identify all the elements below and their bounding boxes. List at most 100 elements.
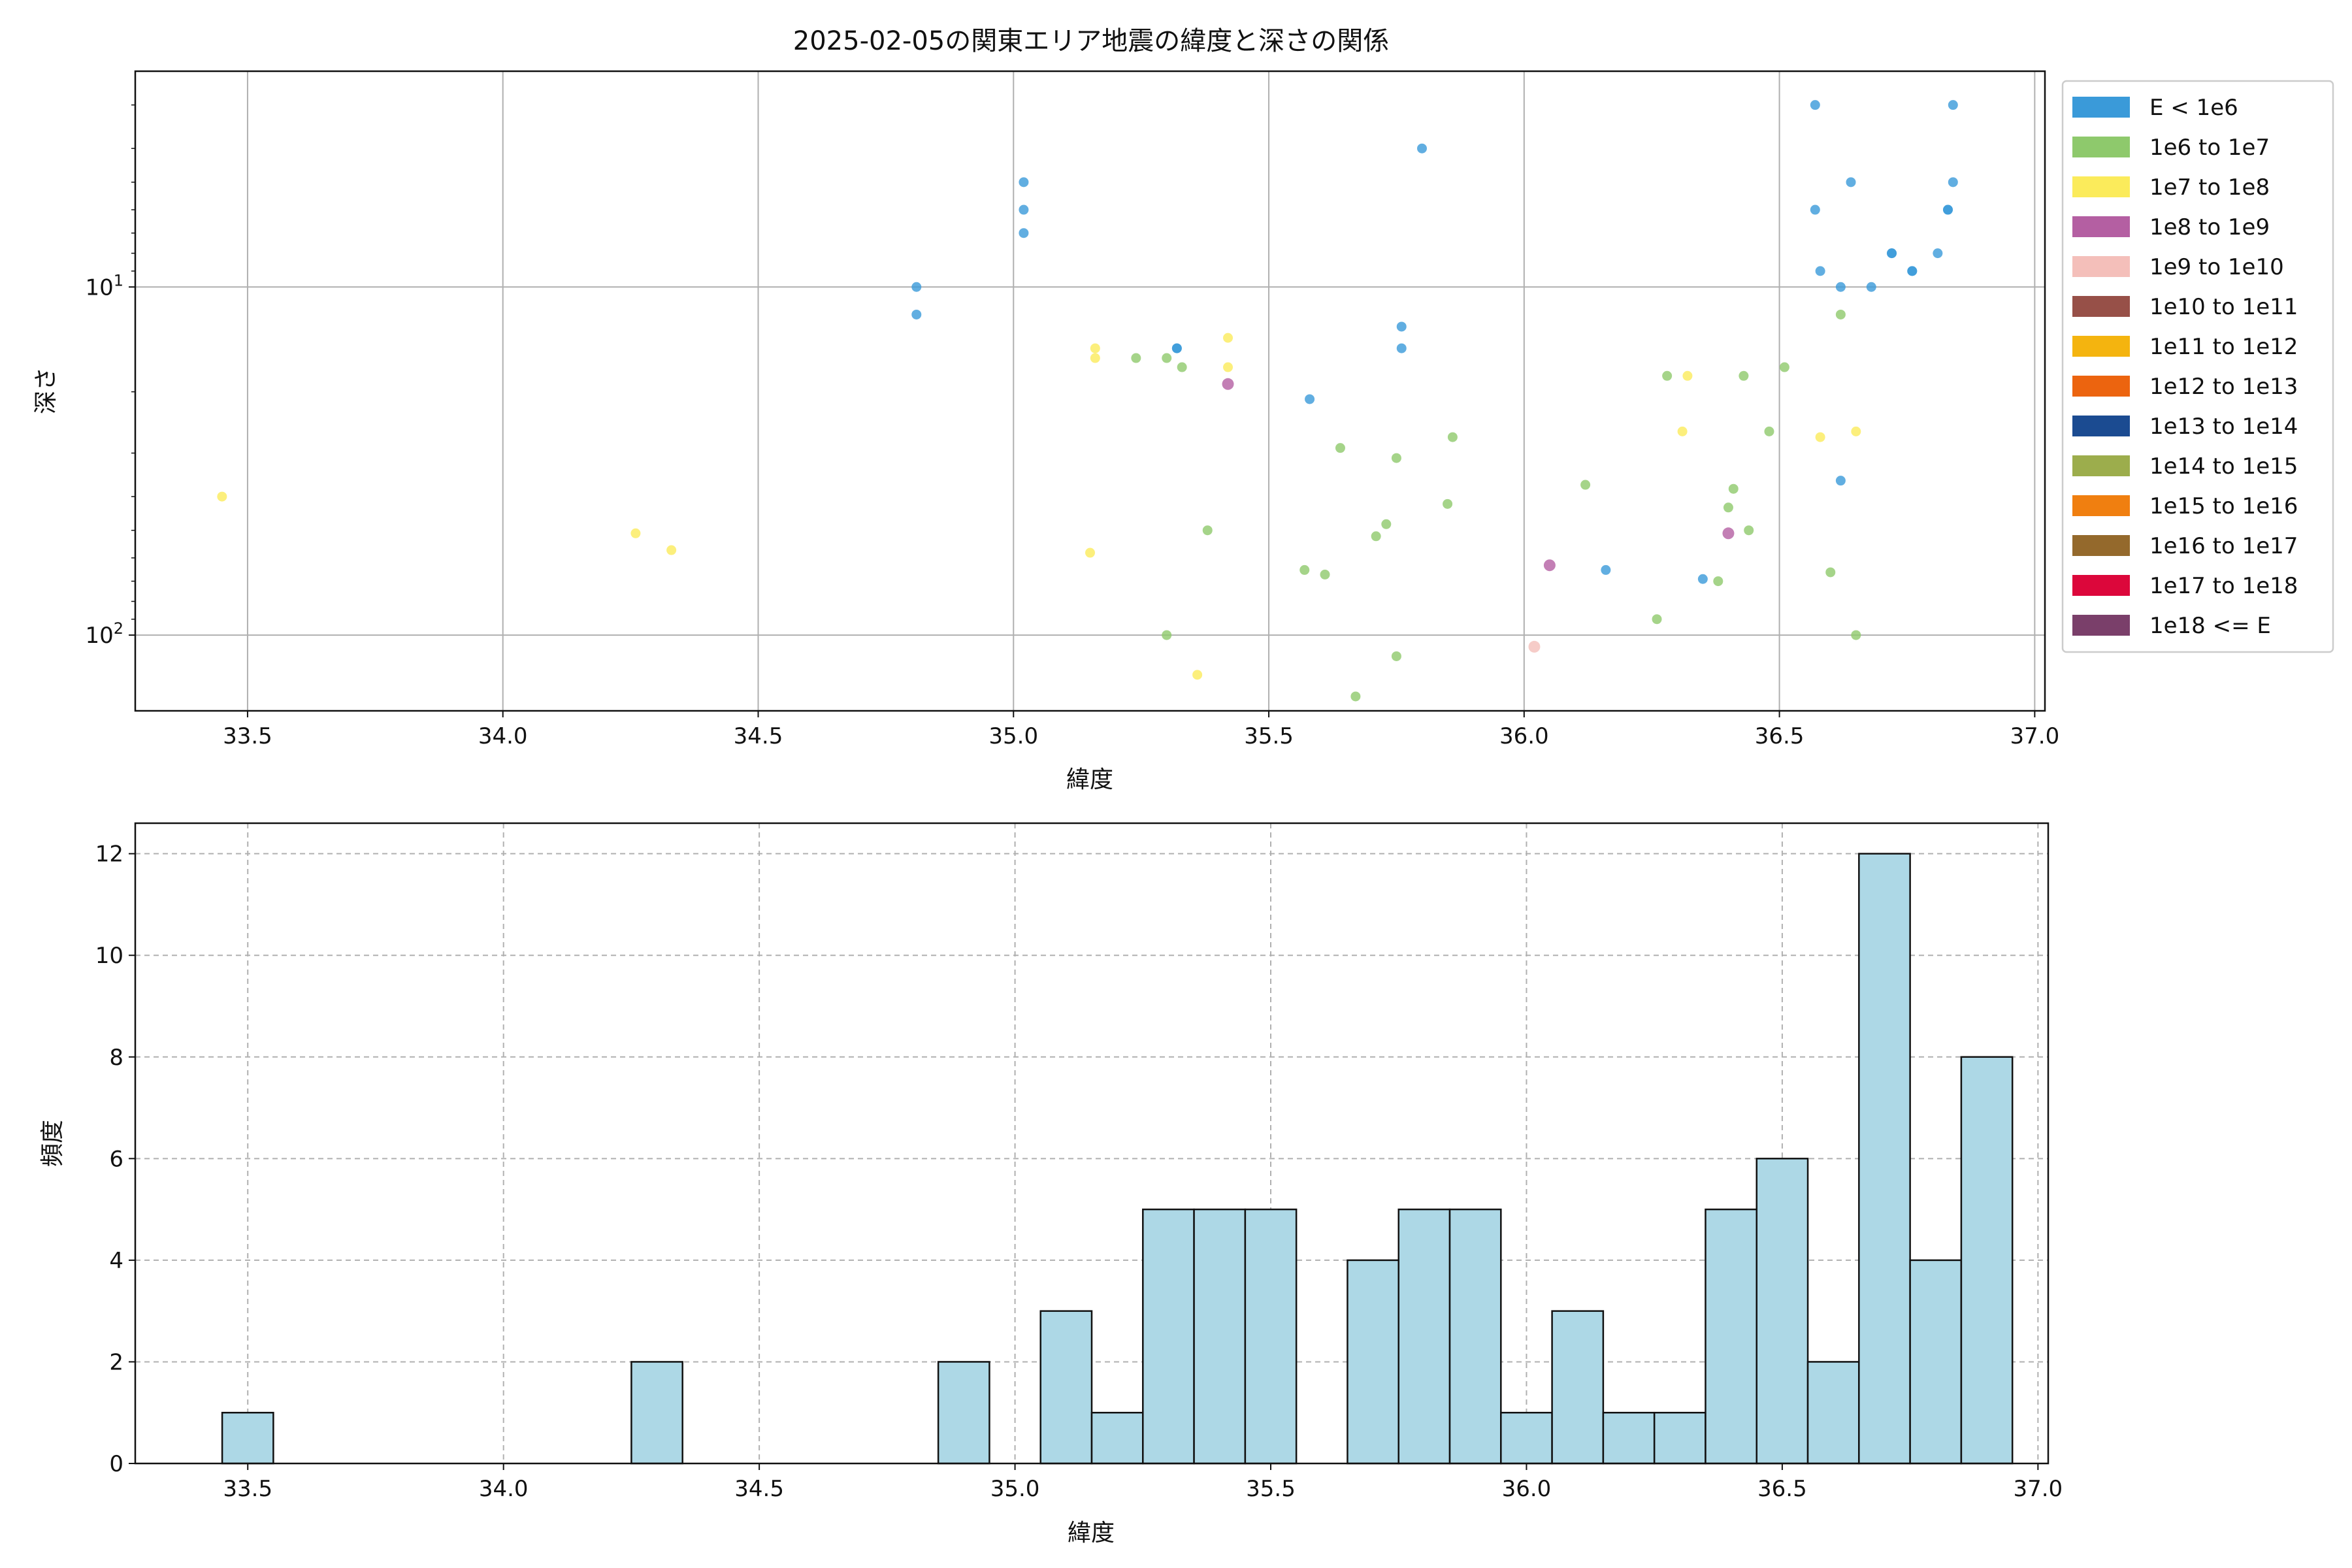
scatter-x-tick-label: 34.0 [478, 723, 528, 749]
histogram-y-tick-label: 12 [95, 841, 123, 868]
scatter-point [1391, 651, 1401, 661]
histogram-y-tick-label: 4 [109, 1248, 123, 1274]
legend-label: 1e11 to 1e12 [2149, 334, 2298, 360]
legend: E < 1e6 1e6 to 1e7 1e7 to 1e8 1e8 to 1e9 1e9… [2061, 80, 2334, 653]
legend-swatch [2072, 575, 2130, 596]
histogram-bar [1090, 1411, 1144, 1465]
scatter-point [1299, 564, 1310, 575]
scatter-point [1662, 370, 1673, 381]
histogram-bar [1756, 1158, 1809, 1465]
scatter-point [1222, 378, 1234, 390]
scatter-point [1223, 333, 1233, 343]
scatter-x-tick-label: 33.5 [223, 723, 272, 749]
histogram-bar [1806, 1361, 1860, 1465]
scatter-point [1722, 527, 1735, 540]
histogram-x-axis-label: 緯度 [1068, 1520, 1115, 1546]
histogram-x-tick-label: 35.5 [1246, 1476, 1296, 1502]
scatter-point [1371, 531, 1381, 542]
scatter-y-ticks: 101 102 [85, 104, 135, 649]
legend-label: 1e9 to 1e10 [2149, 254, 2284, 280]
scatter-plot-frame [134, 70, 2046, 712]
scatter-x-tick-label: 35.5 [1244, 723, 1294, 749]
histogram-bar [630, 1361, 683, 1465]
scatter-point [1943, 204, 1953, 215]
scatter-points [217, 100, 1958, 702]
scatter-x-tick-label: 36.0 [1499, 723, 1549, 749]
scatter-point [1835, 309, 1846, 319]
scatter-point [1223, 362, 1233, 372]
legend-frame [2061, 80, 2334, 653]
scatter-point [1810, 204, 1820, 215]
scatter-x-tick-label: 35.0 [988, 723, 1038, 749]
scatter-point [1697, 574, 1708, 584]
scatter-point [1846, 177, 1856, 188]
scatter-point [1907, 266, 1918, 276]
scatter-panel: 2025-02-05の関東エリア地震の緯度と深さの関係 33.5 34.0 34.5… [33, 26, 2334, 793]
histogram-x-tick-label: 34.0 [479, 1476, 529, 1502]
scatter-point [1171, 343, 1182, 353]
scatter-point [1723, 502, 1733, 513]
histogram-bar [1347, 1259, 1399, 1465]
legend-swatch [2072, 137, 2130, 157]
histogram-y-tick-label: 10 [95, 943, 123, 969]
scatter-x-tick-label: 34.5 [734, 723, 783, 749]
histogram-x-ticks: 33.5 34.0 34.5 35.0 35.5 36.0 36.5 37.0 [223, 1463, 2063, 1502]
scatter-point [1887, 248, 1897, 259]
scatter-point [1948, 100, 1958, 110]
scatter-point [1447, 432, 1458, 442]
scatter-point [666, 545, 677, 555]
legend-label: 1e6 to 1e7 [2149, 135, 2270, 161]
scatter-point [1815, 432, 1825, 442]
scatter-point [1202, 525, 1213, 536]
histogram-x-tick-label: 37.0 [2013, 1476, 2063, 1502]
histogram-x-tick-label: 36.5 [1757, 1476, 1807, 1502]
histogram-bar [1142, 1208, 1195, 1465]
legend-swatch [2072, 216, 2130, 237]
scatter-point [1335, 443, 1345, 453]
scatter-point [1764, 426, 1774, 436]
scatter-point [1177, 362, 1187, 372]
scatter-x-ticks: 33.5 34.0 34.5 35.0 35.5 36.0 36.5 37.0 [223, 711, 2059, 749]
legend-label: 1e10 to 1e11 [2149, 294, 2298, 320]
scatter-point [217, 491, 227, 502]
legend-swatch [2072, 97, 2130, 118]
scatter-point [1396, 343, 1407, 353]
histogram-panel: 33.5 34.0 34.5 35.0 35.5 36.0 36.5 37.0 0 2 4 6 8 10… [39, 822, 2063, 1546]
histogram-bars [221, 853, 2014, 1465]
scatter-point [1162, 353, 1172, 363]
scatter-point [1682, 370, 1693, 381]
histogram-plot-frame [134, 822, 2050, 1465]
legend-label: 1e15 to 1e16 [2149, 493, 2298, 519]
scatter-point [1744, 525, 1754, 536]
legend-swatch [2072, 455, 2130, 476]
histogram-x-tick-label: 36.0 [1502, 1476, 1552, 1502]
scatter-point [911, 282, 922, 292]
legend-label: 1e14 to 1e15 [2149, 453, 2298, 480]
scatter-point [1528, 640, 1541, 653]
legend-label: 1e18 <= E [2149, 613, 2271, 639]
histogram-x-tick-label: 34.5 [734, 1476, 784, 1502]
histogram-bar [1500, 1411, 1553, 1465]
histogram-y-tick-label: 0 [109, 1451, 123, 1477]
scatter-y-tick-label: 102 [85, 619, 123, 649]
legend-swatch [2072, 376, 2130, 397]
histogram-bar [1448, 1208, 1502, 1465]
legend-label: 1e17 to 1e18 [2149, 573, 2298, 599]
scatter-grid [135, 71, 2045, 711]
scatter-point [1825, 567, 1836, 578]
scatter-point [1019, 228, 1029, 238]
histogram-bar [1858, 853, 1911, 1465]
histogram-bar [1602, 1411, 1656, 1465]
histogram-bar [1909, 1259, 1963, 1465]
scatter-point [911, 309, 922, 319]
scatter-point [1305, 394, 1315, 404]
scatter-point [1192, 670, 1203, 680]
legend-label: 1e13 to 1e14 [2149, 414, 2298, 440]
legend-swatch [2072, 535, 2130, 556]
histogram-y-tick-label: 6 [109, 1146, 123, 1172]
scatter-point [1443, 498, 1453, 509]
histogram-bar [221, 1411, 274, 1465]
scatter-point [1417, 143, 1428, 154]
scatter-point [1350, 691, 1361, 702]
